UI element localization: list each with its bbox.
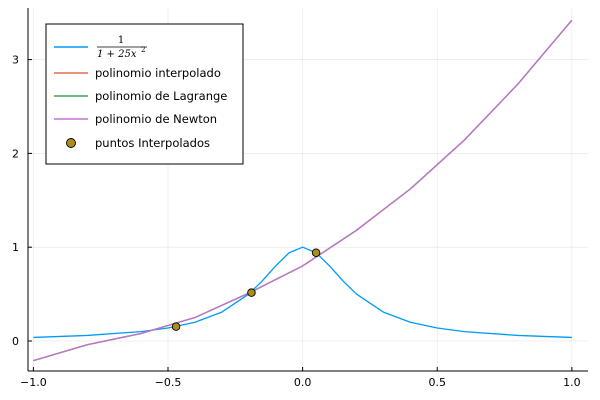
tick-labels: −1.0 −0.5 0.0 0.5 1.0 0 1 2 3 [12, 54, 581, 389]
legend-item: puntos Interpolados [66, 136, 210, 150]
y-tick-label: 1 [12, 241, 19, 254]
legend-label-exponent: 2 [141, 46, 145, 54]
legend-label: polinomio de Newton [95, 112, 217, 126]
legend-label-denominator: 1 + 25x [97, 49, 137, 60]
y-tick-label: 2 [12, 147, 19, 160]
legend: 1 1 + 25x 2 polinomio interpolado polinomio … [45, 23, 244, 165]
data-point [311, 248, 321, 257]
axes [27, 8, 588, 372]
legend-label: polinomio interpolado [95, 66, 221, 80]
legend-item: polinomio interpolado [54, 66, 221, 80]
plot-series [33, 19, 573, 362]
legend-marker [66, 138, 76, 148]
y-tick-label: 3 [12, 54, 19, 67]
series-line [33, 19, 573, 362]
legend-label-numerator: 1 [118, 35, 124, 46]
data-point [247, 288, 256, 297]
legend-item: polinomio de Lagrange [54, 89, 227, 103]
legend-item: polinomio de Newton [54, 112, 217, 126]
legend-label: puntos Interpolados [95, 136, 210, 150]
legend-item: 1 1 + 25x 2 [54, 35, 147, 60]
data-point [171, 322, 181, 331]
y-tick-label: 0 [12, 335, 19, 348]
x-tick-label: −0.5 [155, 376, 182, 389]
x-tick-label: 1.0 [563, 376, 581, 389]
legend-label: polinomio de Lagrange [95, 89, 227, 103]
x-tick-label: −1.0 [20, 376, 47, 389]
x-tick-label: 0.5 [428, 376, 446, 389]
x-tick-label: 0.0 [294, 376, 312, 389]
